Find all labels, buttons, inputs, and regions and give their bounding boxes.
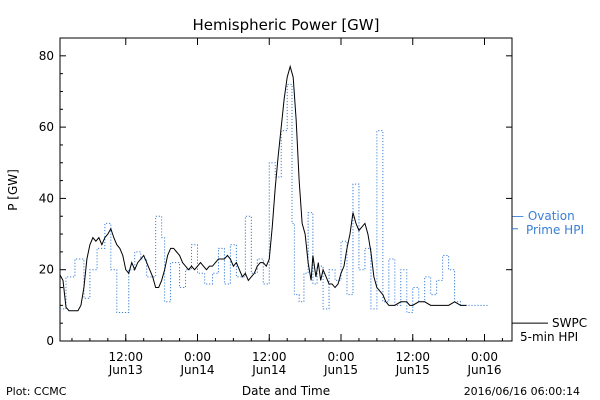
x-tick-label-date: Jun15 — [395, 363, 430, 377]
legend: — Ovation Prime HPI SWPC 5-min HPI — [512, 209, 587, 344]
legend-swpc-line1: SWPC — [552, 316, 587, 330]
y-tick-label: 80 — [39, 49, 54, 63]
y-axis: 0 20 40 60 80 — [39, 49, 512, 348]
legend-ovation-line2: Prime HPI — [526, 223, 584, 237]
y-tick-label: 0 — [46, 334, 54, 348]
footer-plot-credit: Plot: CCMC — [6, 385, 67, 398]
x-tick-label-date: Jun15 — [323, 363, 358, 377]
x-tick-label-date: Jun13 — [108, 363, 143, 377]
x-tick-label-time: 0:00 — [328, 350, 355, 364]
x-axis: 12:00Jun130:00Jun1412:00Jun140:00Jun1512… — [71, 38, 503, 377]
y-tick-label: 20 — [39, 263, 54, 277]
x-tick-label-time: 12:00 — [108, 350, 143, 364]
x-axis-label: Date and Time — [242, 384, 330, 398]
footer-timestamp: 2016/06/16 06:00:14 — [464, 385, 580, 398]
legend-swpc-line2: 5-min HPI — [520, 330, 578, 344]
x-tick-label-time: 0:00 — [471, 350, 498, 364]
y-tick-label: 40 — [39, 191, 54, 205]
plot-frame — [59, 37, 513, 342]
y-axis-label: P [GW] — [6, 169, 20, 211]
x-tick-label-date: Jun16 — [466, 363, 501, 377]
series-ovation-prime-line — [60, 83, 488, 313]
series-swpc-line — [59, 64, 467, 312]
series-layer — [59, 64, 488, 313]
legend-ovation-line1: — Ovation — [512, 209, 575, 223]
x-tick-label-time: 12:00 — [395, 350, 430, 364]
chart-title: Hemispheric Power [GW] — [193, 16, 380, 34]
x-tick-label-date: Jun14 — [251, 363, 286, 377]
y-tick-label: 60 — [39, 120, 54, 134]
x-tick-label-time: 12:00 — [252, 350, 287, 364]
x-tick-label-date: Jun14 — [179, 363, 214, 377]
x-tick-label-time: 0:00 — [184, 350, 211, 364]
